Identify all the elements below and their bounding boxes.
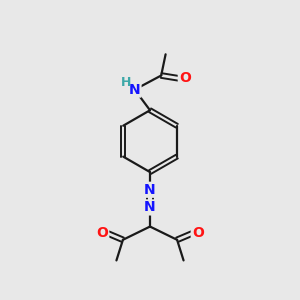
Text: O: O <box>96 226 108 240</box>
Text: O: O <box>192 226 204 240</box>
Text: N: N <box>144 200 156 214</box>
Text: H: H <box>121 76 132 89</box>
Text: O: O <box>179 71 191 85</box>
Text: N: N <box>129 82 140 97</box>
Text: N: N <box>144 183 156 197</box>
